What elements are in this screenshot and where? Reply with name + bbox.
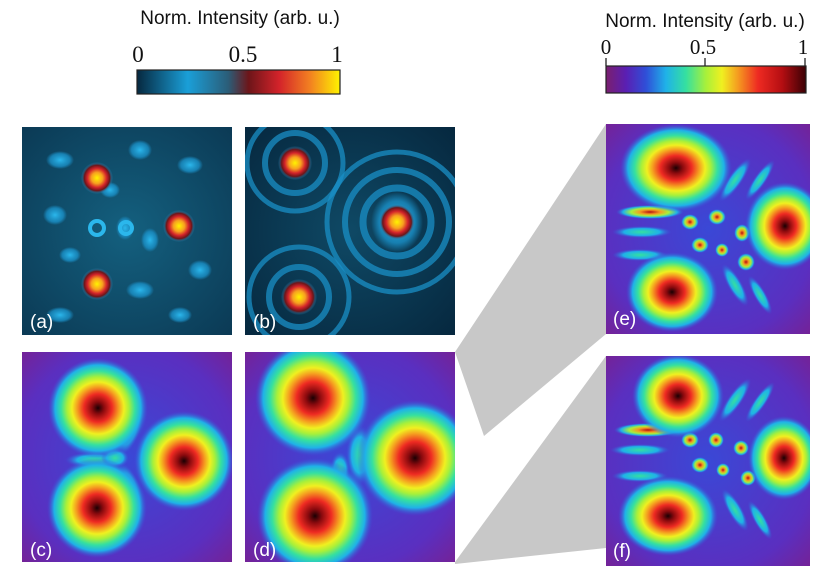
colorbar-right: Norm. Intensity (arb. u.) 0 0.5 1 bbox=[601, 11, 809, 94]
panel-b-fringes bbox=[245, 127, 455, 335]
panel-a: (a) bbox=[22, 127, 232, 335]
panel-d-label: (d) bbox=[253, 540, 276, 561]
panel-d-spot-2 bbox=[357, 400, 455, 516]
zoom-connector-lower bbox=[455, 356, 606, 564]
colorbar-right-tick-0: 0 bbox=[601, 35, 612, 59]
colorbar-left-bar bbox=[136, 69, 341, 95]
colorbar-right-tick-1: 0.5 bbox=[690, 35, 716, 59]
colorbar-right-title: Norm. Intensity (arb. u.) bbox=[605, 11, 805, 32]
panel-c-spot-2 bbox=[134, 411, 232, 511]
panel-c: (c) bbox=[22, 352, 232, 562]
panel-d-spot-3 bbox=[257, 458, 373, 562]
panel-a-speckle bbox=[43, 140, 212, 323]
panel-c-label: (c) bbox=[30, 540, 52, 561]
colorbar-left-tick-1: 0.5 bbox=[229, 42, 258, 67]
panel-f-spot-3 bbox=[618, 476, 718, 556]
panel-f-label: (f) bbox=[613, 541, 631, 562]
panel-b-spot-2 bbox=[379, 204, 415, 240]
colorbar-right-tick-2: 1 bbox=[798, 35, 809, 59]
panel-b: (b) bbox=[245, 127, 455, 335]
panel-e-spot-3 bbox=[626, 252, 718, 332]
panel-a-spot-3 bbox=[81, 268, 113, 300]
panel-b-spot-1 bbox=[278, 146, 312, 180]
colorbar-left: Norm. Intensity (arb. u.) 0 0.5 1 bbox=[132, 8, 343, 95]
panel-f-spot-2 bbox=[748, 416, 810, 500]
panel-f-spot-1 bbox=[632, 356, 724, 438]
colorbar-left-tick-0: 0 bbox=[132, 42, 144, 67]
panel-b-label: (b) bbox=[253, 312, 276, 333]
zoom-connector-upper bbox=[455, 124, 606, 436]
panel-a-label: (a) bbox=[30, 312, 53, 333]
panel-e-label: (e) bbox=[613, 309, 636, 330]
colorbar-right-bar bbox=[605, 65, 807, 94]
panel-a-spot-2 bbox=[163, 210, 195, 242]
panel-c-spot-3 bbox=[47, 458, 147, 558]
panel-e-spot-2 bbox=[745, 182, 810, 270]
panel-e: (e) bbox=[606, 124, 810, 334]
panel-d-spot-1 bbox=[255, 352, 371, 456]
colorbar-left-tick-2: 1 bbox=[331, 42, 343, 67]
panel-d: (d) bbox=[245, 352, 455, 562]
panel-e-spot-1 bbox=[620, 124, 732, 212]
colorbar-left-title: Norm. Intensity (arb. u.) bbox=[140, 8, 340, 29]
panel-a-spot-1 bbox=[81, 162, 113, 194]
panel-b-spot-3 bbox=[281, 279, 317, 315]
panel-c-spot-1 bbox=[48, 358, 148, 458]
panel-f: (f) bbox=[606, 356, 810, 566]
